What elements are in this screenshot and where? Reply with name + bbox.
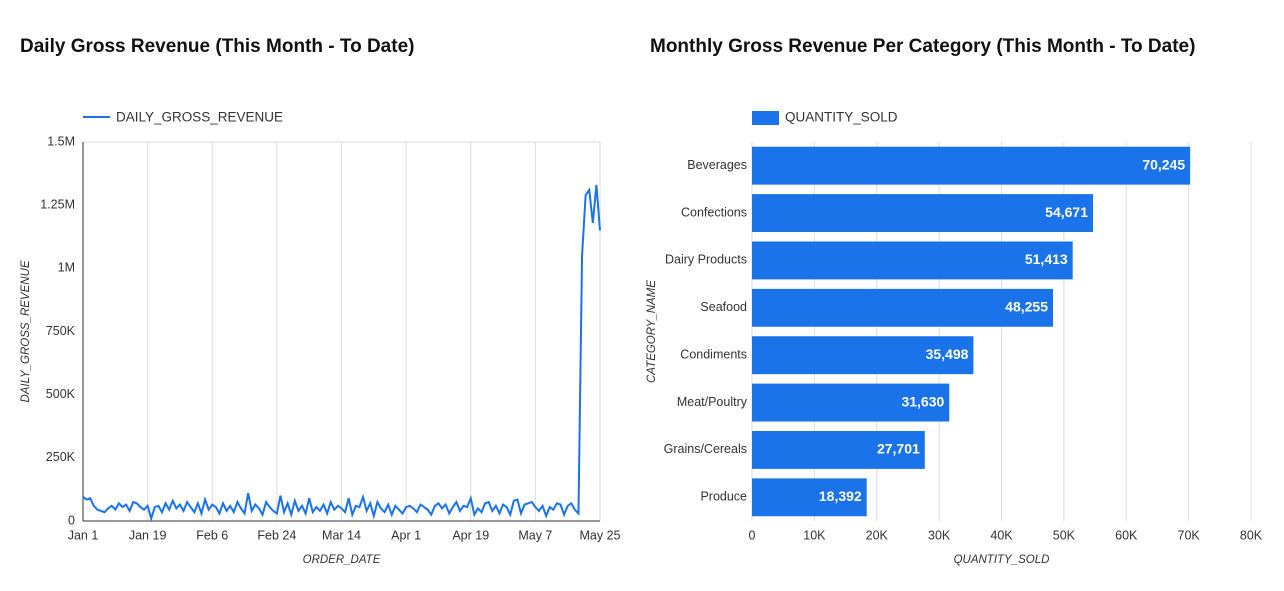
value-label: 31,630	[901, 393, 944, 409]
y-tick-label: 1M	[58, 261, 75, 275]
legend-swatch	[752, 111, 779, 125]
legend-label: QUANTITY_SOLD	[785, 110, 898, 125]
bar	[752, 478, 867, 517]
bar	[752, 336, 974, 375]
x-tick-label: May 25	[580, 528, 621, 542]
y-axis-title: DAILY_GROSS_REVENUE	[20, 260, 32, 402]
y-tick-label: 500K	[46, 387, 76, 401]
x-tick-label: Jan 1	[68, 528, 99, 542]
bar	[752, 288, 1053, 327]
x-tick-label: Feb 6	[196, 528, 228, 542]
x-tick-label: Mar 14	[322, 528, 361, 542]
value-label: 48,255	[1005, 299, 1048, 315]
y-tick-label: Grains/Cereals	[664, 442, 747, 456]
bar	[752, 241, 1073, 280]
y-tick-label: 0	[68, 513, 75, 527]
x-tick-label: May 7	[518, 528, 552, 542]
bar	[752, 194, 1094, 233]
y-tick-label: Dairy Products	[665, 253, 747, 267]
y-tick-label: 1.5M	[47, 134, 75, 148]
value-label: 54,671	[1045, 204, 1088, 220]
x-tick-label: 50K	[1053, 528, 1076, 542]
x-tick-label: 30K	[928, 528, 951, 542]
bar	[752, 146, 1191, 185]
value-label: 18,392	[819, 488, 862, 504]
value-label: 51,413	[1025, 251, 1068, 267]
x-axis-title: QUANTITY_SOLD	[954, 554, 1050, 566]
y-tick-label: Confections	[681, 205, 747, 219]
line	[82, 184, 601, 522]
y-tick-label: Meat/Poultry	[677, 395, 748, 409]
chart-title: Monthly Gross Revenue Per Category (This…	[650, 36, 1195, 57]
x-tick-label: 40K	[990, 528, 1013, 542]
y-tick-label: 1.25M	[40, 197, 75, 211]
y-tick-label: Produce	[700, 490, 747, 504]
x-tick-label: Apr 1	[391, 528, 421, 542]
y-tick-label: 750K	[46, 324, 76, 338]
y-tick-label: Beverages	[687, 158, 747, 172]
bar	[752, 383, 950, 422]
chart-title: Daily Gross Revenue (This Month - To Dat…	[20, 36, 414, 57]
x-tick-label: Feb 24	[257, 528, 296, 542]
value-label: 27,701	[877, 441, 920, 457]
x-tick-label: Jan 19	[129, 528, 167, 542]
legend-label: DAILY_GROSS_REVENUE	[116, 110, 283, 125]
y-tick-label: 250K	[46, 450, 76, 464]
x-tick-label: 70K	[1178, 528, 1201, 542]
x-tick-label: 20K	[866, 528, 889, 542]
bar	[752, 430, 925, 469]
x-tick-label: 80K	[1240, 528, 1263, 542]
x-tick-label: 10K	[803, 528, 826, 542]
value-label: 35,498	[926, 346, 969, 362]
x-tick-label: Apr 19	[452, 528, 489, 542]
x-tick-label: 0	[749, 528, 756, 542]
x-axis-title: ORDER_DATE	[303, 554, 381, 566]
x-tick-label: 60K	[1115, 528, 1138, 542]
y-tick-label: Seafood	[700, 300, 747, 314]
y-tick-label: Condiments	[680, 347, 747, 361]
value-label: 70,245	[1142, 156, 1185, 172]
y-axis-title: CATEGORY_NAME	[646, 280, 658, 383]
